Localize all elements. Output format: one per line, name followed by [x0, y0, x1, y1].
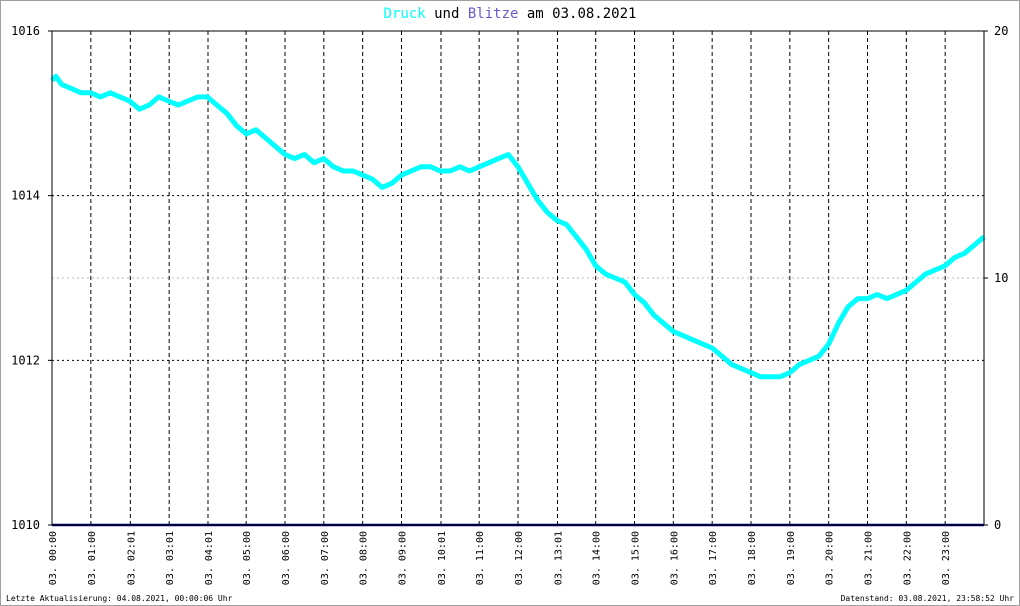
x-tick-label: 03. 15:00 [631, 531, 642, 585]
druck-line [50, 73, 986, 380]
x-tick-label: 03. 03:01 [165, 531, 176, 585]
x-tick-label: 03. 12:00 [514, 531, 525, 585]
x-tick-label: 03. 19:00 [786, 531, 797, 585]
footer-data-status: Datenstand: 03.08.2021, 23:58:52 Uhr [841, 594, 1015, 603]
right-tick-label: 0 [994, 518, 1001, 532]
x-tick-label: 03. 21:00 [864, 531, 875, 585]
title-und: und [426, 6, 468, 22]
chart-title: Druck und Blitze am 03.08.2021 [384, 6, 637, 22]
left-axis-ticks: 1010 1012 1014 1016 [11, 24, 52, 532]
x-tick-label: 03. 09:00 [398, 531, 409, 585]
footer-last-update: Letzte Aktualisierung: 04.08.2021, 00:00… [6, 594, 233, 603]
x-tick-label: 03. 16:00 [669, 531, 680, 585]
x-tick-label: 03. 08:00 [359, 531, 370, 585]
x-tick-label: 03. 14:00 [592, 531, 603, 585]
right-tick-label: 10 [994, 271, 1008, 285]
right-axis-ticks: 0 10 20 [984, 24, 1008, 532]
x-axis-ticks: 03. 00:00 03. 01:00 03. 02:01 03. 03:01 03. … [48, 531, 952, 585]
title-date: am 03.08.2021 [518, 6, 636, 22]
x-tick-label: 03. 07:00 [320, 531, 331, 585]
left-tick-label: 1010 [11, 518, 40, 532]
x-tick-label: 03. 10:01 [437, 531, 448, 585]
x-tick-label: 03. 04:01 [204, 531, 215, 585]
left-tick-label: 1014 [11, 189, 40, 203]
x-tick-label: 03. 18:00 [747, 531, 758, 585]
x-tick-label: 03. 05:00 [242, 531, 253, 585]
x-tick-label: 03. 06:00 [281, 531, 292, 585]
x-tick-label: 03. 23:00 [941, 531, 952, 585]
left-tick-label: 1012 [11, 353, 40, 367]
x-tick-label: 03. 22:00 [902, 531, 913, 585]
druck-series [50, 73, 986, 380]
grid-lines [52, 31, 984, 525]
x-tick-label: 03. 20:00 [825, 531, 836, 585]
title-blitze: Blitze [468, 6, 519, 22]
x-tick-label: 03. 02:01 [126, 531, 137, 585]
left-tick-label: 1016 [11, 24, 40, 38]
x-tick-label: 03. 13:01 [554, 531, 565, 585]
x-tick-label: 03. 00:00 [48, 531, 59, 585]
title-druck: Druck [384, 6, 427, 22]
x-tick-label: 03. 17:00 [708, 531, 719, 585]
x-tick-label: 03. 11:00 [475, 531, 486, 585]
x-tick-label: 03. 01:00 [87, 531, 98, 585]
right-tick-label: 20 [994, 24, 1008, 38]
